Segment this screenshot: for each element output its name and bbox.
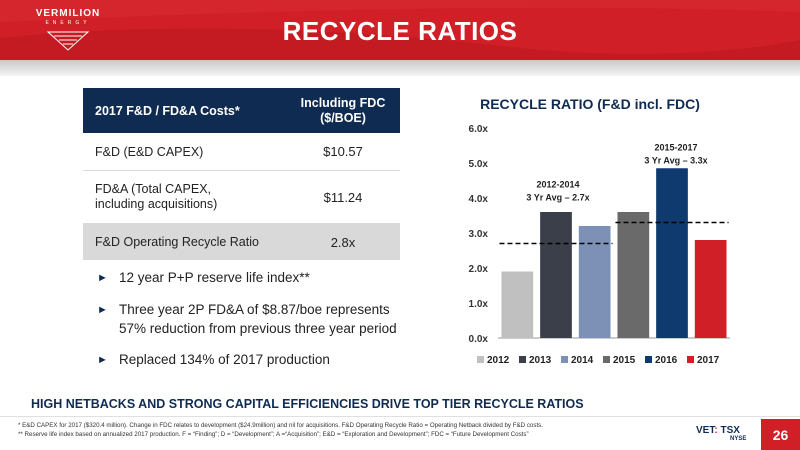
footnotes: * E&D CAPEX for 2017 ($320.4 million). C… [18, 421, 718, 439]
footer-divider [0, 416, 800, 417]
table-row-value: $10.57 [323, 144, 363, 159]
legend-swatch-2016 [645, 356, 652, 363]
table-header-value: Including FDC ($/BOE) [286, 88, 400, 133]
exchange-nyse: NYSE [730, 436, 747, 442]
avg-label-period-0: 2012-2014 [536, 180, 579, 190]
exchange-listing: VET: TSX NYSE [696, 425, 756, 445]
vermilion-logo: VERMILION ENERGY [18, 6, 118, 56]
bar-2016 [656, 168, 688, 338]
footnote-2: ** Reserve life index based on annualize… [18, 431, 529, 438]
legend-swatch-2017 [687, 356, 694, 363]
tagline: HIGH NETBACKS AND STRONG CAPITAL EFFICIE… [31, 397, 584, 411]
legend-swatch-2012 [477, 356, 484, 363]
avg-label-period-1: 2015-2017 [654, 143, 697, 153]
bar-2013 [540, 212, 572, 338]
bullet-list: ► 12 year P+P reserve life index** ► Thr… [97, 268, 427, 382]
bullet-text-line1: Three year 2P FD&A of $8.87/boe represen… [119, 302, 390, 317]
page-title: RECYCLE RATIOS [282, 16, 518, 46]
bar-2015 [617, 212, 650, 338]
bar-2014 [578, 226, 611, 338]
chart-title: RECYCLE RATIO (F&D incl. FDC) [480, 96, 700, 112]
page-number: 26 [761, 419, 800, 450]
logo-subtitle: ENERGY [45, 20, 91, 26]
bullet-text: Replaced 134% of 2017 production [119, 352, 330, 367]
y-tick-label: 1.0x [469, 299, 489, 310]
table-row: F&D (E&D CAPEX) $10.57 [83, 133, 400, 171]
bar-2012 [501, 271, 534, 338]
table-row-label-line1: FD&A (Total CAPEX, [95, 182, 212, 196]
table-row-value: 2.8x [330, 234, 356, 250]
list-item: ► 12 year P+P reserve life index** [97, 268, 427, 288]
bullet-arrow-icon: ► [97, 354, 108, 366]
table-header-value-line1: Including FDC [300, 95, 386, 110]
legend-swatch-2015 [603, 356, 610, 363]
avg-label-value-1: 3 Yr Avg – 3.3x [644, 156, 707, 166]
bullet-arrow-icon: ► [97, 272, 108, 284]
table-row: F&D Operating Recycle Ratio 2.8x [83, 224, 400, 260]
legend-label-2016: 2016 [655, 355, 678, 366]
table-row-label: FD&A (Total CAPEX, including acquisition… [83, 171, 286, 223]
bullet-text: Three year 2P FD&A of $8.87/boe represen… [119, 300, 397, 338]
bullet-text-line2: 57% reduction from previous three year p… [119, 321, 397, 336]
bar-2017 [694, 240, 727, 338]
legend-swatch-2014 [561, 356, 568, 363]
y-tick-label: 6.0x [469, 124, 489, 135]
footnote-1: * E&D CAPEX for 2017 ($320.4 million). C… [18, 422, 543, 429]
exchange-tsx: TSX [720, 425, 740, 436]
y-tick-label: 2.0x [469, 264, 489, 275]
avg-label-value-0: 3 Yr Avg – 2.7x [526, 193, 589, 203]
header-swoosh [0, 0, 800, 60]
legend-swatch-2013 [519, 356, 526, 363]
table-header-value-line2: ($/BOE) [320, 110, 366, 125]
table-header-label: 2017 F&D / FD&A Costs* [95, 103, 240, 118]
table-header-row: 2017 F&D / FD&A Costs* Including FDC ($/… [83, 88, 400, 133]
legend-label-2014: 2014 [571, 355, 594, 366]
legend-label-2013: 2013 [529, 355, 552, 366]
table-row-label-line2: including acquisitions) [95, 197, 218, 211]
slide-header: VERMILION ENERGY RECYCLE RATIOS [0, 0, 800, 60]
bullet-text: 12 year P+P reserve life index** [119, 270, 310, 285]
exchange-colon: : [714, 425, 718, 436]
legend-label-2015: 2015 [613, 355, 636, 366]
y-tick-label: 0.0x [469, 334, 489, 345]
table-row-label: F&D (E&D CAPEX) [95, 144, 204, 159]
chart-canvas: 0.0x 1.0x 2.0x 3.0x 4.0x 5.0x 6.0x 2012-2014 3 Y… [469, 124, 730, 366]
header-divider [0, 60, 800, 76]
cost-table: 2017 F&D / FD&A Costs* Including FDC ($/… [83, 88, 400, 260]
exchange-vet: VET [696, 425, 715, 436]
table-row: FD&A (Total CAPEX, including acquisition… [83, 171, 400, 224]
y-tick-label: 5.0x [469, 159, 489, 170]
list-item: ► Replaced 134% of 2017 production [97, 350, 427, 370]
logo-name: VERMILION [35, 8, 101, 19]
legend-label-2012: 2012 [487, 355, 510, 366]
recycle-ratio-chart: RECYCLE RATIO (F&D incl. FDC) 0.0x 1.0x 2.… [440, 88, 740, 378]
table-row-value: $11.24 [323, 189, 363, 205]
y-tick-label: 3.0x [469, 229, 489, 240]
y-tick-label: 4.0x [469, 194, 489, 205]
legend-label-2017: 2017 [697, 355, 720, 366]
list-item: ► Three year 2P FD&A of $8.87/boe repres… [97, 300, 427, 338]
table-row-label: F&D Operating Recycle Ratio [95, 235, 259, 249]
bullet-arrow-icon: ► [97, 304, 108, 316]
logo-mark-icon [46, 31, 90, 51]
